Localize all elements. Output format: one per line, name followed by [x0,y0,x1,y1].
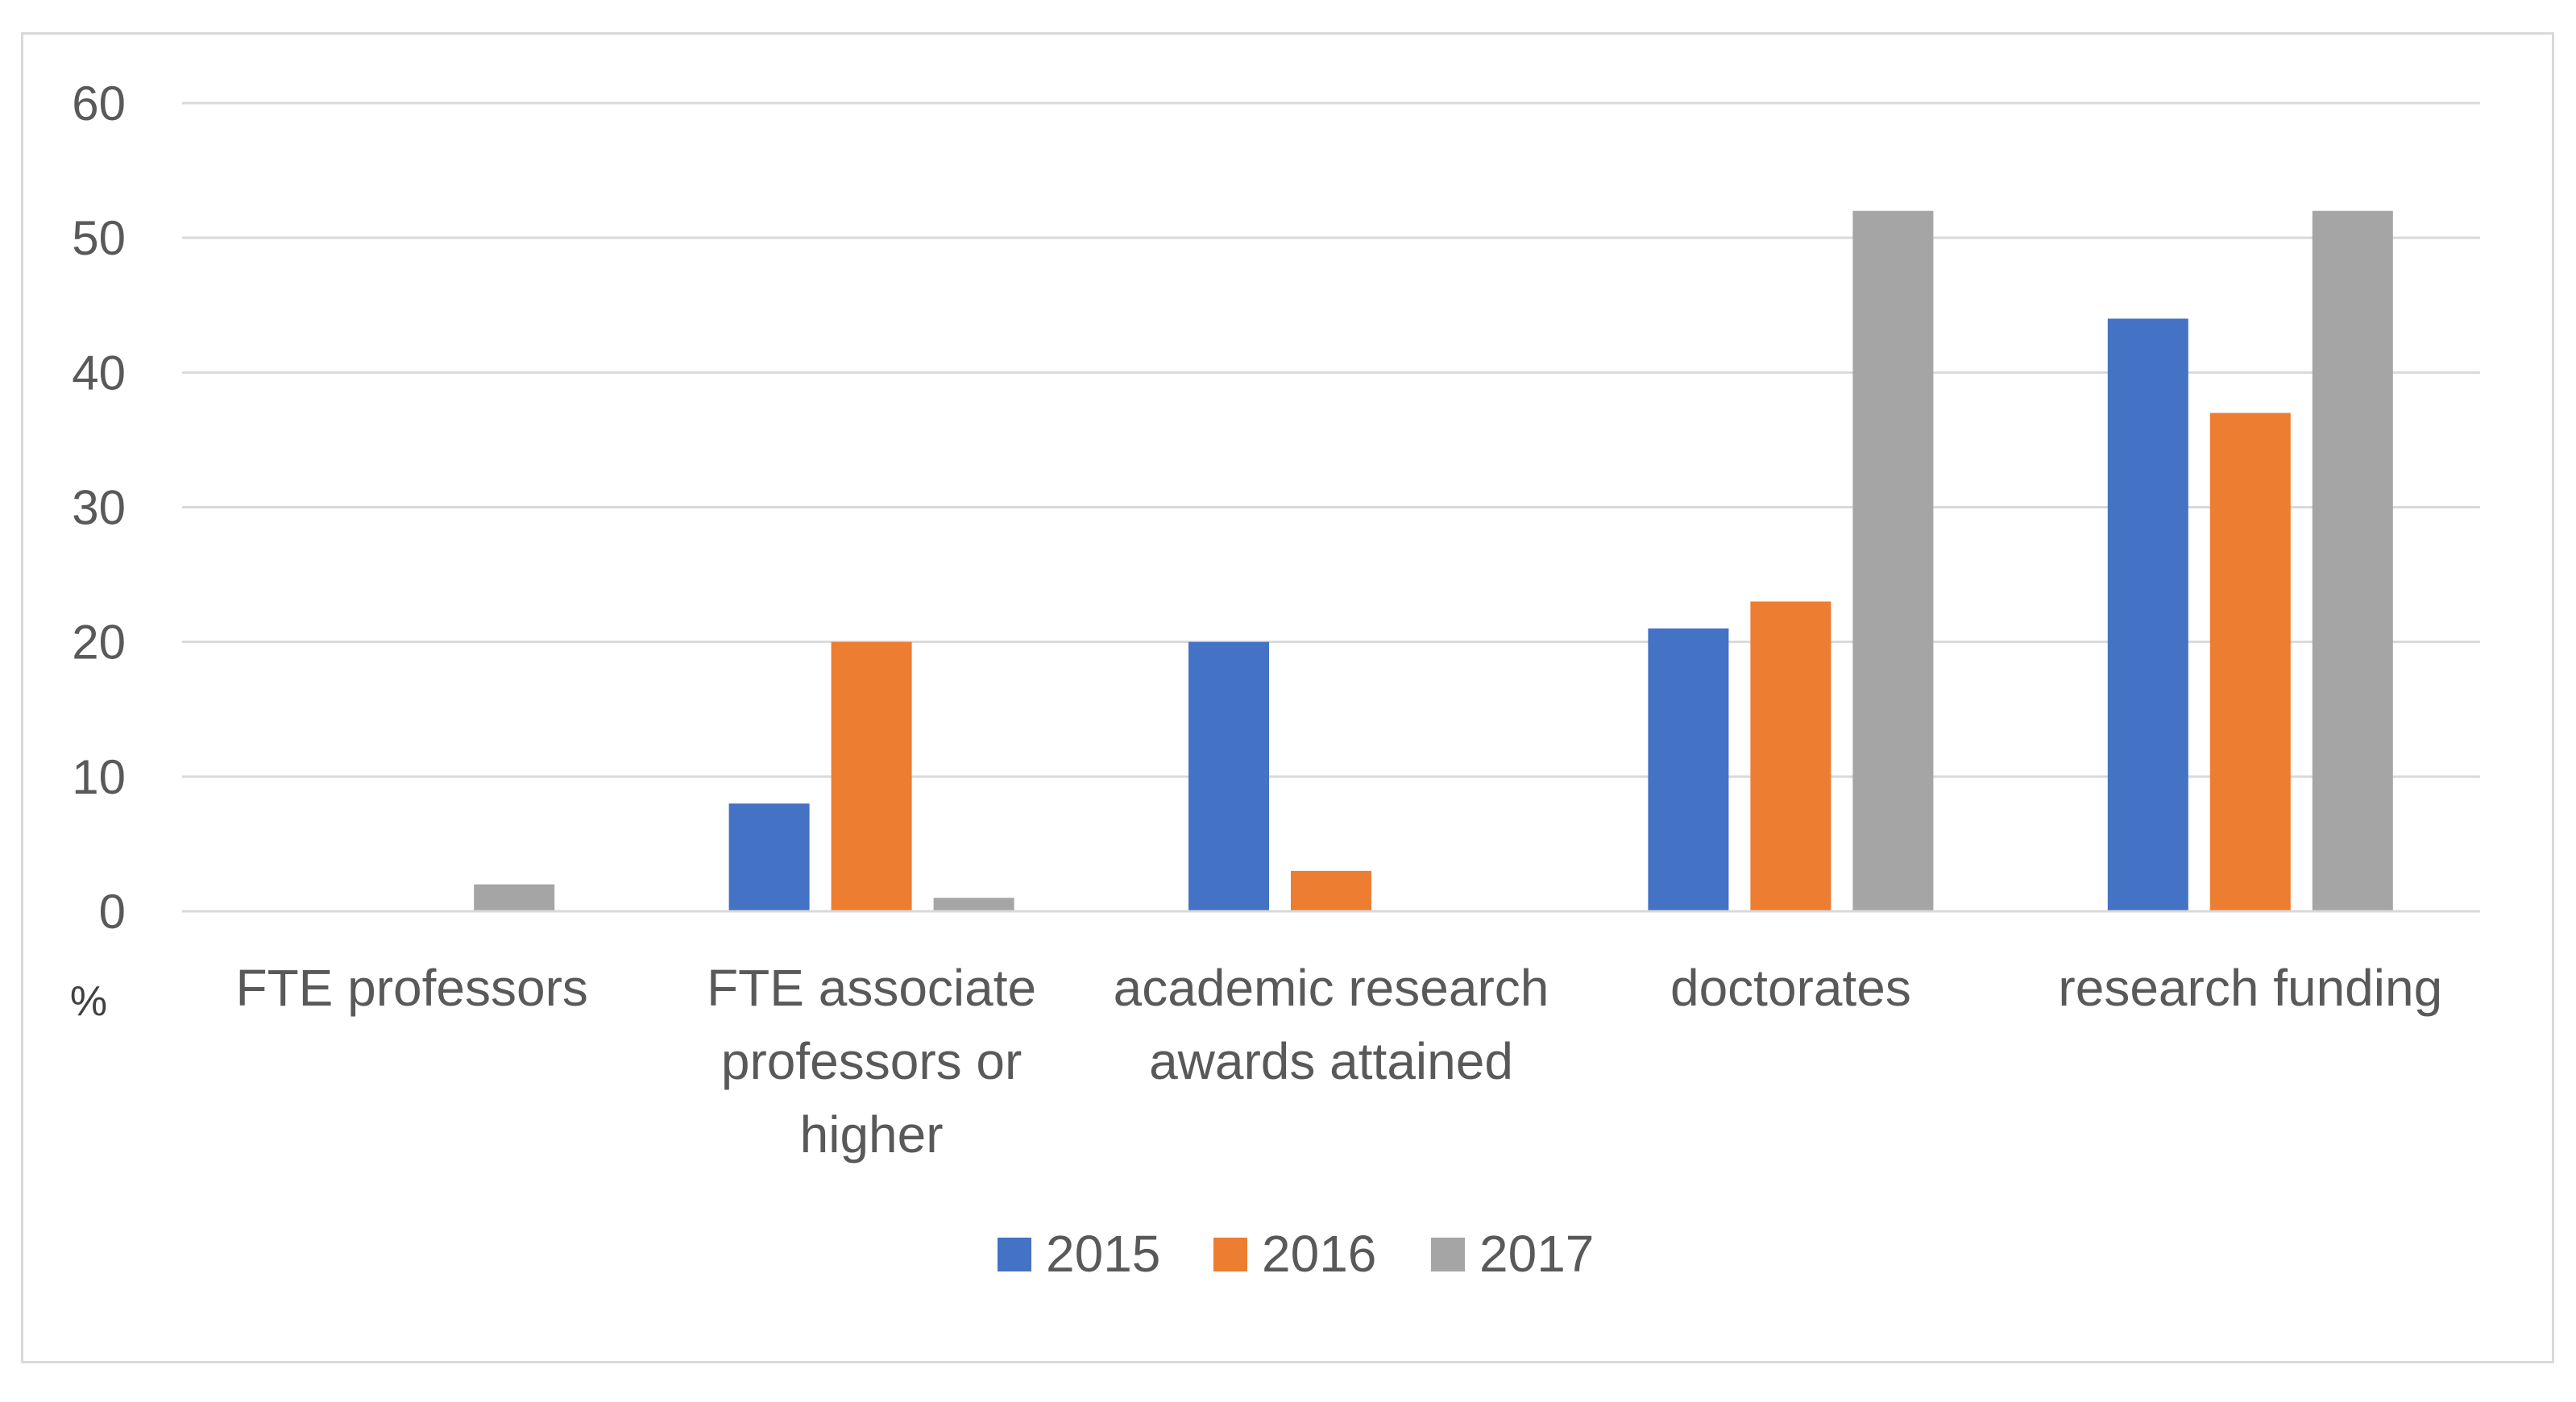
legend-label: 2015 [1046,1225,1160,1283]
y-tick-label: 50 [72,211,126,265]
bar-2017-1 [933,898,1014,911]
category-label-line: FTE associate [707,959,1036,1017]
category-label-line: professors or [721,1032,1022,1090]
category-label-line: doctorates [1670,959,1911,1017]
bar-2017-0 [474,884,555,911]
legend-swatch-2015 [998,1238,1031,1271]
y-tick-label: 60 [72,77,126,131]
bar-2017-4 [2312,210,2393,911]
legend: 2015 2016 2017 [998,1225,1594,1283]
legend-swatch-2017 [1431,1238,1465,1271]
category-label-line: research funding [2058,959,2442,1017]
legend-swatch-2016 [1213,1238,1247,1271]
bar-2016-4 [2209,413,2291,911]
category-label-line: FTE professors [235,959,587,1017]
bar-2015-2 [1188,641,1269,911]
y-axis-ticks: 0 10 20 30 40 50 60 [72,77,126,939]
y-tick-label: 20 [72,616,126,670]
y-tick-label: 0 [99,885,126,939]
gridlines [182,102,2480,778]
category-label: doctorates [1670,959,1911,1017]
category-label-line: higher [800,1105,944,1163]
y-tick-label: 10 [72,750,126,804]
bars [474,210,2393,911]
bar-2016-1 [831,641,912,911]
legend-label: 2016 [1262,1225,1376,1283]
category-labels: FTE professors FTE associate professors or… [235,959,2442,1163]
unit-label: % [70,978,107,1025]
bar-2015-1 [728,803,810,911]
bar-2016-3 [1750,601,1831,911]
category-label-line: academic research [1114,959,1549,1017]
bar-2017-3 [1852,210,1934,911]
category-label: FTE associate professors or higher [707,959,1036,1163]
bar-2016-2 [1291,870,1371,911]
category-label: research funding [2058,959,2442,1017]
y-tick-label: 30 [72,481,126,535]
bar-2015-3 [1648,628,1729,911]
y-tick-label: 40 [72,346,126,400]
category-label-line: awards attained [1149,1032,1513,1090]
bar-2015-4 [2107,318,2188,911]
legend-label: 2017 [1479,1225,1594,1283]
category-label: FTE professors [235,959,587,1017]
category-label: academic research awards attained [1114,959,1549,1090]
